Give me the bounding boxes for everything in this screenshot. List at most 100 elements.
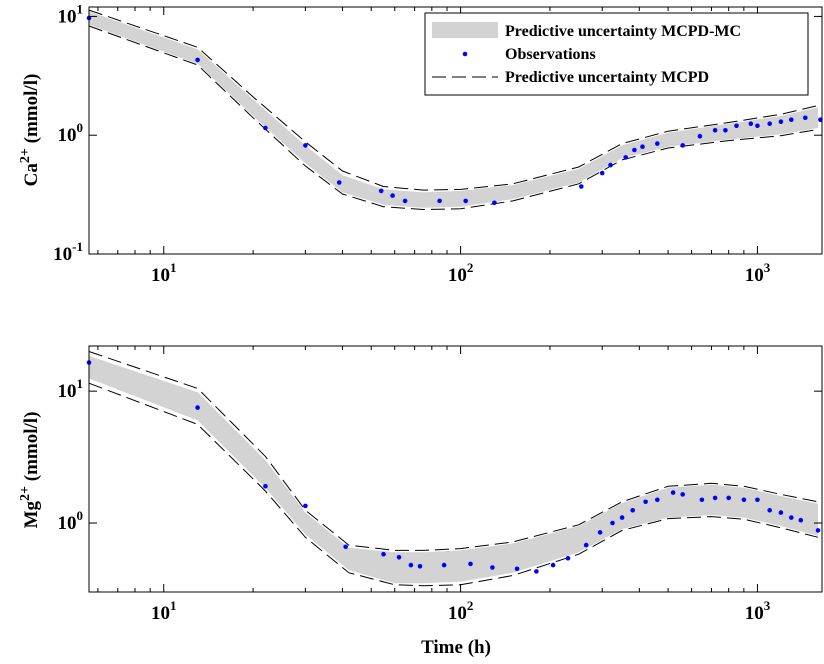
mg-observation-point [263, 484, 268, 489]
ca-y-axis-title: Ca2+ (mmol/l) [18, 74, 42, 187]
ca-x-tick-label: 101 [151, 260, 177, 286]
ca-y-tick-label: 101 [58, 1, 84, 27]
mg-observation-point [619, 515, 625, 520]
legend-band-swatch [432, 22, 498, 38]
ca-ylabels-layer: 101 100 10-1 [53, 1, 83, 265]
ca-observation-point [195, 57, 200, 63]
mg-points-layer [86, 360, 821, 574]
mg-x-tick-label: 101 [151, 598, 177, 624]
mg-observation-point [343, 544, 349, 550]
mg-band-mcpd-mc [89, 355, 818, 584]
mg-observation-point [195, 405, 200, 410]
mg-axes-box [88, 345, 823, 593]
ca-observation-point [748, 121, 754, 126]
mg-observation-point [789, 515, 794, 520]
ca-observation-point [263, 125, 268, 131]
mg-observation-point [550, 562, 556, 568]
mg-dashed-layer [88, 351, 819, 587]
mg-observation-point [712, 495, 718, 501]
mg-observation-point [778, 510, 784, 515]
mg-observation-point [597, 530, 603, 535]
ca-observation-point [697, 133, 703, 139]
ca-observation-point [778, 119, 784, 124]
mg-y-tick-label: 101 [58, 376, 84, 402]
mg-mcpd-upper-line [88, 351, 819, 551]
ca-observation-point [803, 115, 808, 121]
mg-observation-point [534, 569, 539, 574]
mg-ylabel-unit: (mmol/l) [21, 412, 42, 486]
ca-observation-point [492, 200, 497, 206]
mg-x-tick-label: 103 [745, 598, 771, 624]
ca-observation-point [655, 141, 660, 146]
ca-observation-point [463, 198, 469, 204]
chart-mg: 101 100 101 102 103 Mg2+ (mmol/l) [18, 345, 823, 624]
ca-ylabel-main: Ca [21, 163, 42, 187]
mg-observation-point [630, 508, 635, 513]
ca-ylabel-sup: 2+ [18, 148, 33, 163]
mg-observation-point [680, 492, 685, 497]
ca-y-tick-label: 10-1 [53, 239, 83, 265]
ca-y-tick-label: 100 [58, 120, 84, 146]
mg-observation-point [441, 562, 447, 568]
ca-observation-point [303, 143, 308, 148]
mg-observation-point [643, 499, 648, 505]
ca-observation-point [336, 180, 342, 185]
mg-observation-point [699, 497, 705, 503]
legend-item-dashed: Predictive uncertainty MCPD [505, 69, 709, 86]
ca-observation-point [723, 128, 728, 133]
ca-observation-point [378, 188, 384, 194]
ca-observation-point [680, 143, 685, 148]
legend-item-band: Predictive uncertainty MCPD-MC [505, 23, 741, 40]
mg-observation-point [798, 517, 804, 523]
mg-observation-point [767, 508, 772, 513]
ca-observation-point [640, 144, 645, 149]
ca-observation-point [789, 117, 794, 122]
mg-observation-point [381, 551, 386, 557]
ca-points-layer [86, 15, 823, 206]
ca-axes-box [88, 6, 823, 255]
mg-ylabel-sup: 2+ [18, 486, 33, 501]
mg-observation-point [610, 520, 615, 526]
ca-x-tick-label: 102 [448, 260, 474, 286]
mg-mcpd-lower-line [88, 382, 819, 587]
mg-observation-point [755, 497, 760, 503]
legend: Predictive uncertainty MCPD-MC Observati… [424, 12, 809, 96]
mg-y-axis-title: Mg2+ (mmol/l) [18, 412, 42, 529]
ca-ticks-layer [89, 7, 822, 255]
mg-ylabel-main: Mg [21, 500, 42, 528]
ca-ylabel-unit: (mmol/l) [21, 74, 42, 148]
mg-observation-point [726, 495, 731, 501]
ca-observation-point [437, 198, 442, 204]
ca-dashed-layer [88, 9, 819, 211]
legend-item-observations: Observations [505, 46, 596, 63]
ca-mcpd-upper-line [88, 9, 819, 191]
mg-observation-point [417, 564, 423, 569]
mg-observation-point [565, 556, 571, 561]
ca-observation-point [755, 123, 760, 129]
ca-x-tick-label: 103 [745, 260, 771, 286]
ca-observation-point [599, 170, 605, 176]
mg-observation-point [408, 562, 414, 568]
ca-mcpd-lower-line [88, 25, 819, 211]
ca-observation-point [390, 193, 395, 198]
mg-x-tick-label: 102 [448, 598, 474, 624]
mg-observation-point [303, 503, 308, 509]
mg-observation-point [670, 490, 676, 495]
ca-observation-point [402, 198, 408, 204]
mg-y-tick-label: 100 [58, 508, 84, 534]
x-axis-title: Time (h) [421, 637, 491, 658]
mg-ylabels-layer: 101 100 [58, 376, 84, 534]
mg-observation-point [396, 555, 402, 560]
mg-observation-point [741, 497, 747, 503]
mg-observation-point [514, 566, 520, 572]
ca-observation-point [608, 162, 613, 168]
mg-ticks-layer [89, 346, 822, 592]
ca-observation-point [734, 123, 739, 129]
mg-observation-point [583, 542, 589, 548]
ca-xlabels-layer: 101 102 103 [151, 260, 771, 286]
mg-observation-point [655, 497, 660, 503]
mg-observation-point [468, 561, 473, 567]
ca-observation-point [712, 128, 718, 133]
ca-observation-point [632, 147, 637, 153]
